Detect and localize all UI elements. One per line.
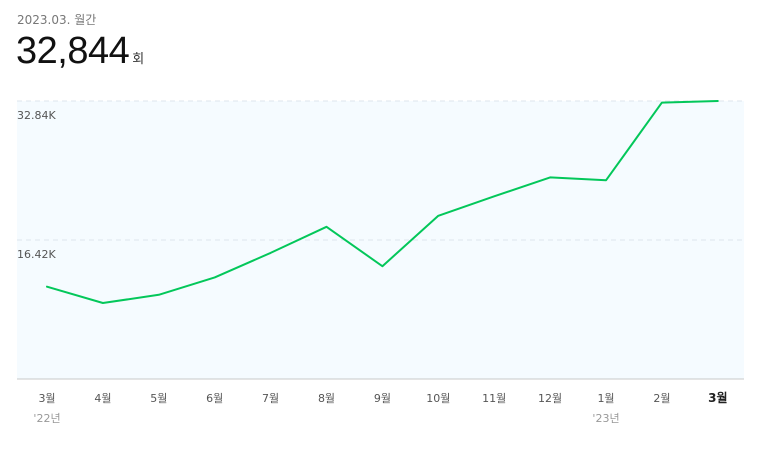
x-tick-label: 2월: [653, 392, 670, 405]
total-count: 32,844 회: [16, 30, 144, 73]
total-unit: 회: [132, 52, 145, 67]
year-label: '22년: [33, 412, 60, 425]
x-tick-label: 9월: [374, 392, 391, 405]
y-tick-label: 16.42K: [17, 248, 56, 261]
series-line: [46, 100, 719, 304]
x-tick-label: 6월: [206, 392, 223, 405]
period-label: 2023.03. 월간: [17, 13, 97, 27]
x-tick-label: 3월: [38, 392, 55, 405]
x-tick-label: 7월: [262, 392, 279, 405]
x-tick-label: 3월: [708, 390, 727, 405]
x-tick-label: 8월: [318, 392, 335, 405]
x-tick-label: 12월: [538, 392, 562, 405]
year-label: '23년: [592, 412, 619, 425]
y-tick-label: 32.84K: [17, 109, 56, 122]
x-tick-label: 1월: [597, 392, 614, 405]
x-tick-label: 11월: [482, 392, 506, 405]
x-tick-label: 4월: [94, 392, 111, 405]
total-value: 32,844: [16, 30, 130, 72]
x-tick-label: 5월: [150, 392, 167, 405]
x-tick-label: 10월: [426, 392, 450, 405]
